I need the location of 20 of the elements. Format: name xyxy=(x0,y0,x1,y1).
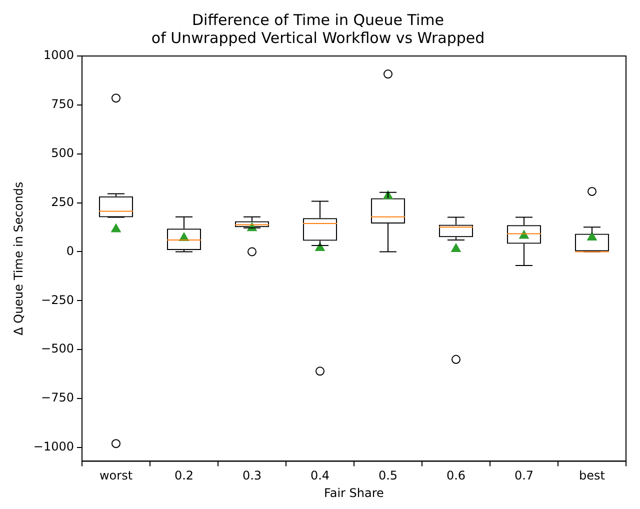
y-tick-label: −750 xyxy=(41,390,74,405)
y-tick-label: 500 xyxy=(51,146,74,160)
x-tick-label: 0.3 xyxy=(242,468,262,483)
chart-title: Difference of Time in Queue Time of Unwrapped Vertical Workflow vs Wrapped xyxy=(151,10,485,47)
y-tick-label: −500 xyxy=(41,342,74,356)
y-axis-title: Δ Queue Time in Seconds xyxy=(11,182,26,336)
x-tick-label: 0.4 xyxy=(310,468,330,483)
y-tick-label: −250 xyxy=(41,292,74,307)
x-tick-label: 0.2 xyxy=(174,468,194,483)
y-tick-label: −1000 xyxy=(33,440,74,454)
y-tick-label: 250 xyxy=(51,194,74,209)
y-tick-label: 0 xyxy=(66,244,74,258)
x-tick-label: 0.6 xyxy=(446,468,466,483)
x-tick-label: worst xyxy=(99,468,133,483)
y-tick-label: 750 xyxy=(51,97,74,112)
y-tick-label: 1000 xyxy=(43,48,74,62)
x-tick-label: 0.5 xyxy=(378,468,398,483)
x-tick-label: 0.7 xyxy=(514,468,534,483)
x-axis-title: Fair Share xyxy=(324,486,384,500)
x-tick-label: best xyxy=(579,468,606,483)
